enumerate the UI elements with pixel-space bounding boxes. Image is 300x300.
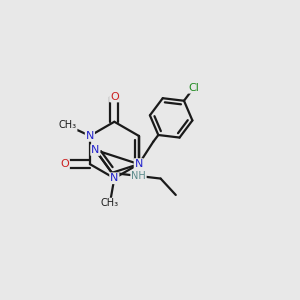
Text: N: N bbox=[110, 173, 118, 183]
Text: O: O bbox=[60, 159, 69, 169]
Text: O: O bbox=[110, 92, 119, 101]
Text: NH: NH bbox=[131, 171, 146, 181]
Text: N: N bbox=[91, 145, 100, 155]
Text: CH₃: CH₃ bbox=[58, 121, 77, 130]
Text: Cl: Cl bbox=[188, 83, 199, 93]
Text: CH₃: CH₃ bbox=[101, 199, 119, 208]
Text: N: N bbox=[86, 131, 94, 141]
Text: N: N bbox=[135, 159, 143, 169]
